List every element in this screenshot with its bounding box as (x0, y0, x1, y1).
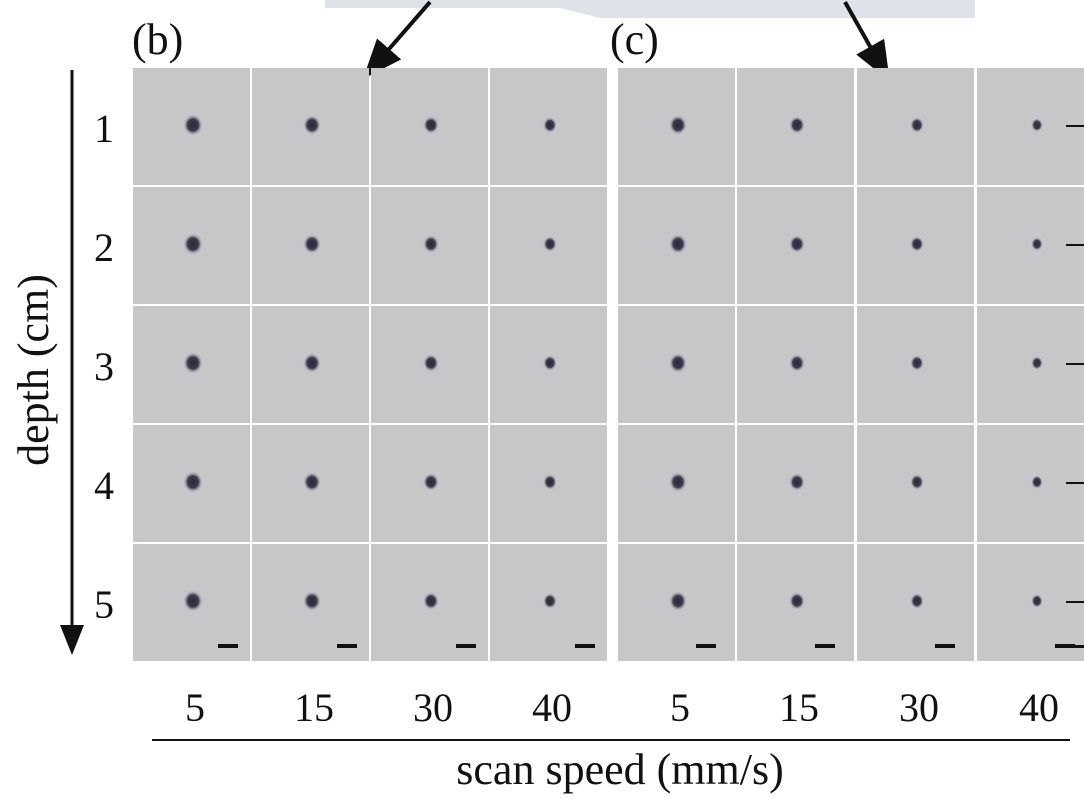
focal-spot (789, 116, 805, 134)
column-label: 40 (1019, 685, 1059, 730)
focal-spot (543, 117, 557, 133)
row-label: 1 (94, 106, 114, 151)
focal-spot (183, 114, 203, 136)
focal-spot (303, 472, 321, 492)
focal-spot (789, 235, 805, 253)
focal-spot (1031, 475, 1043, 489)
side-tick (1066, 244, 1084, 246)
focal-spot (910, 593, 924, 609)
column-label: 5 (185, 685, 205, 730)
focal-spot (183, 590, 203, 612)
focal-spot (1031, 356, 1043, 370)
row-label: 4 (94, 463, 114, 508)
focal-spot (303, 115, 321, 135)
focal-spot (303, 353, 321, 373)
focal-spot (1031, 237, 1043, 251)
side-tick (1066, 601, 1084, 603)
focal-spot (789, 354, 805, 372)
column-label: 15 (779, 685, 819, 730)
scale-bar (696, 644, 716, 648)
arrow (843, 1, 890, 82)
focal-spot (789, 592, 805, 610)
x-axis-label: scan speed (mm/s) (456, 745, 783, 794)
focal-spot (669, 234, 687, 254)
focal-spot (669, 591, 687, 611)
scale-bar (935, 644, 955, 648)
column-label: 30 (899, 685, 939, 730)
focal-spot (183, 233, 203, 255)
focal-spot (423, 354, 439, 372)
focal-spot (423, 592, 439, 610)
side-tick (1066, 125, 1084, 127)
panel-label: (b) (132, 15, 183, 64)
focal-spot (543, 355, 557, 371)
focal-spot (183, 352, 203, 374)
scale-bar (1055, 644, 1075, 648)
scale-bar (218, 644, 238, 648)
scale-bar (575, 644, 595, 648)
focal-spot (303, 234, 321, 254)
focal-spot (423, 116, 439, 134)
arrow (362, 0, 432, 80)
scale-bar (337, 644, 357, 648)
focal-spot (669, 472, 687, 492)
side-tick (1066, 363, 1084, 365)
focal-spot (910, 236, 924, 252)
column-label: 30 (413, 685, 453, 730)
row-label: 2 (94, 225, 114, 270)
row-label: 3 (94, 344, 114, 389)
focal-spot (910, 355, 924, 371)
focal-spot (183, 471, 203, 493)
column-label: 5 (670, 685, 690, 730)
focal-spot (303, 591, 321, 611)
focal-spot (1031, 118, 1043, 132)
focal-spot (543, 236, 557, 252)
focal-spot (910, 117, 924, 133)
focal-spot (543, 474, 557, 490)
focal-spot (423, 235, 439, 253)
focal-spot (543, 593, 557, 609)
focal-spot (669, 115, 687, 135)
side-tick (1066, 645, 1084, 648)
column-label: 40 (532, 685, 572, 730)
row-label: 5 (94, 582, 114, 627)
side-tick (1066, 482, 1084, 484)
panel-label: (c) (610, 15, 659, 64)
focal-spot (910, 474, 924, 490)
focal-spot (669, 353, 687, 373)
y-axis-label: depth (cm) (9, 274, 58, 466)
scale-bar (815, 644, 835, 648)
scale-bar (456, 644, 476, 648)
schematic-fragment (325, 0, 975, 18)
focal-spot (1031, 594, 1043, 608)
column-label: 15 (294, 685, 334, 730)
focal-spot (789, 473, 805, 491)
focal-spot (423, 473, 439, 491)
